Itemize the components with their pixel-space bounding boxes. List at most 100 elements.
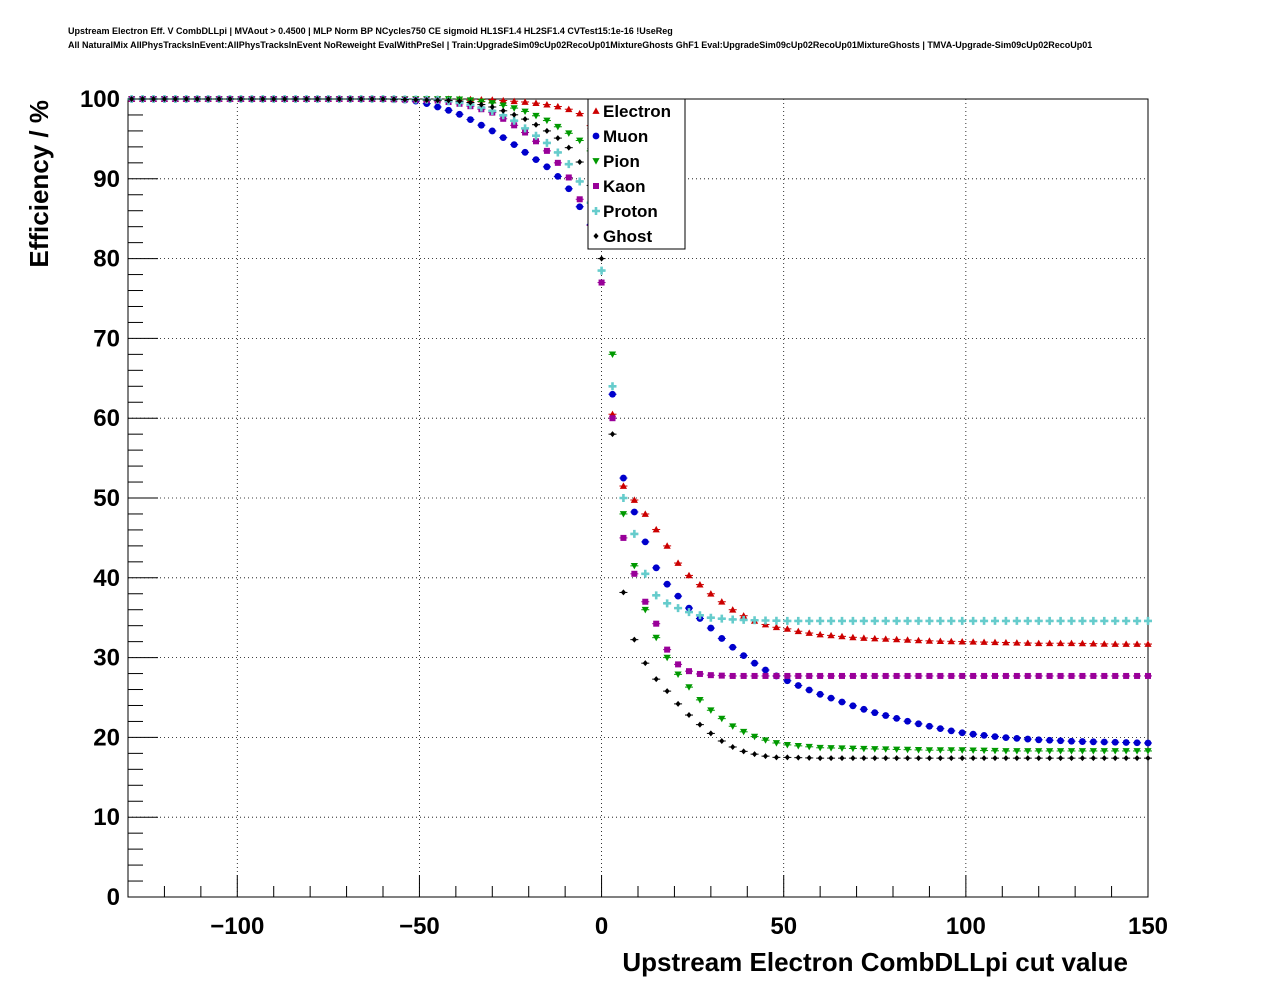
pion-point: [1100, 748, 1108, 755]
pion-point: [1111, 748, 1119, 755]
ghost-point: [762, 753, 769, 760]
muon-point: [1035, 736, 1043, 744]
kaon-point: [893, 672, 900, 679]
muon-point: [718, 635, 726, 642]
electron-point: [783, 625, 791, 632]
muon-point: [1057, 737, 1064, 745]
proton-point: [969, 616, 978, 625]
ghost-point: [1036, 755, 1042, 762]
pion-point: [893, 746, 901, 754]
electron-point: [630, 496, 638, 503]
electron-point: [532, 99, 540, 107]
proton-point: [772, 616, 781, 625]
legend: Electron Muon Pion Kaon Proton Ghost: [587, 98, 686, 250]
kaon-point: [631, 570, 638, 577]
ghost-point: [937, 755, 943, 762]
proton-point: [838, 616, 846, 625]
ghost-point: [161, 96, 168, 102]
y-tick-label: 30: [93, 645, 120, 672]
electron-point: [510, 97, 518, 105]
electron-point: [827, 631, 835, 639]
pion-point: [641, 606, 649, 614]
kaon-point: [1145, 672, 1151, 679]
proton-point: [881, 616, 890, 625]
kaon-point: [937, 672, 944, 679]
legend-marker-electron: [592, 107, 600, 114]
pion-point: [761, 737, 770, 744]
proton-point: [1012, 616, 1021, 625]
ghost-point: [1025, 755, 1031, 762]
x-tick-label: 0: [595, 913, 608, 940]
muon-point: [1100, 738, 1108, 746]
electron-point: [980, 638, 988, 645]
ghost-point: [1123, 755, 1129, 762]
electron-point: [663, 542, 671, 549]
muon-point: [652, 564, 660, 572]
ghost-point: [533, 121, 539, 128]
kaon-point: [784, 672, 791, 679]
pion-point: [1035, 748, 1043, 755]
pion-point: [674, 671, 682, 678]
proton-point: [1111, 616, 1120, 625]
proton-point: [564, 160, 573, 169]
proton-point: [1133, 616, 1142, 625]
muon-point: [762, 666, 769, 674]
pion-point: [1046, 748, 1054, 755]
electron-point: [816, 630, 824, 638]
kaon-point: [543, 147, 550, 154]
ghost-point: [1003, 755, 1009, 762]
kaon-point: [598, 279, 605, 286]
ghost-point: [478, 101, 484, 108]
ghost-point: [150, 96, 157, 102]
kaon-point: [948, 672, 955, 679]
electron-point: [499, 96, 507, 104]
proton-point: [739, 615, 748, 624]
ghost-point: [653, 676, 659, 683]
ghost-point: [850, 755, 856, 762]
muon-point: [565, 185, 573, 193]
ghost-point: [828, 755, 834, 762]
muon-point: [958, 729, 966, 737]
x-axis-label: Upstream Electron CombDLLpi cut value: [622, 947, 1128, 977]
pion-point: [936, 747, 944, 754]
ghost-point: [369, 96, 375, 102]
muon-point: [620, 474, 627, 482]
electron-point: [958, 637, 966, 645]
legend-label-proton: Proton: [603, 202, 658, 221]
pion-point: [794, 742, 802, 750]
kaon-point: [839, 672, 845, 679]
y-tick-label: 10: [93, 804, 120, 831]
proton-point: [663, 599, 672, 608]
muon-point: [827, 694, 835, 702]
muon-point: [805, 686, 813, 694]
electron-point: [1067, 639, 1076, 647]
kaon-point: [860, 672, 867, 679]
ghost-point: [751, 751, 758, 758]
ghost-point: [730, 743, 736, 750]
electron-point: [1133, 640, 1141, 647]
pion-point: [521, 108, 529, 116]
ghost-point: [773, 754, 780, 761]
pion-point: [849, 745, 857, 753]
muon-point: [445, 106, 452, 114]
muon-point: [816, 690, 824, 698]
muon-point: [477, 121, 485, 129]
electron-point: [925, 637, 934, 644]
ghost-point: [861, 755, 867, 762]
y-tick-label: 70: [93, 325, 120, 352]
electron-point: [772, 623, 781, 631]
proton-point: [947, 616, 956, 625]
proton-point: [652, 591, 661, 600]
ghost-point: [249, 96, 255, 102]
legend-label-kaon: Kaon: [603, 177, 646, 196]
ghost-point: [325, 96, 331, 102]
kaon-point: [981, 672, 988, 679]
y-tick-label: 50: [93, 485, 120, 512]
pion-point: [532, 112, 540, 120]
electron-point: [729, 606, 737, 613]
pion-point: [1013, 748, 1021, 755]
ghost-point: [205, 96, 211, 102]
ghost-point: [1014, 755, 1020, 762]
pion-point: [958, 747, 966, 754]
y-tick-label: 100: [80, 86, 120, 113]
